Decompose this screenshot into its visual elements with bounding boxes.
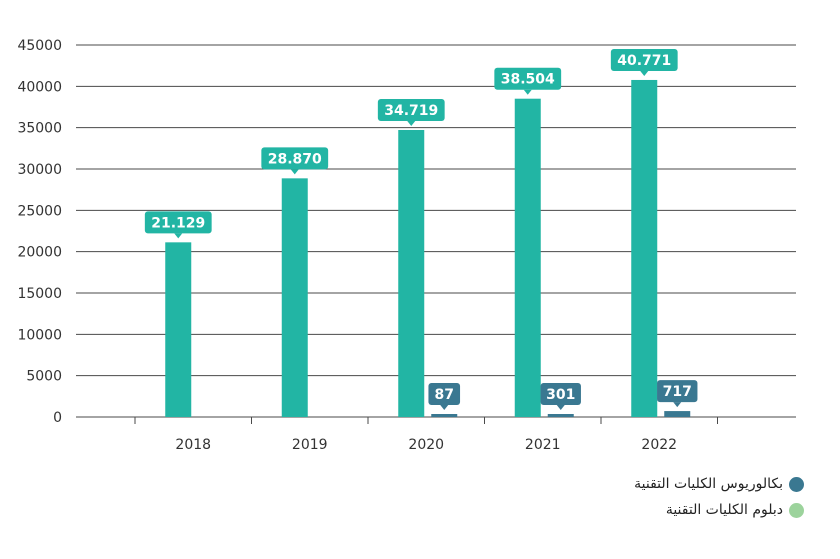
y-tick-label: 20000 [17, 245, 62, 261]
data-label-text: 38.504 [501, 72, 555, 88]
x-tick-label: 2020 [408, 437, 444, 453]
data-labels: 21.129 28.870 34.719 38.504 40.771 87 301 717 [144, 48, 698, 410]
bar [547, 414, 574, 417]
data-label-pointer [673, 402, 682, 408]
data-label-pointer [290, 169, 299, 175]
data-label-pointer [440, 405, 449, 410]
data-label-box [610, 48, 678, 71]
data-label: 40.771 [610, 48, 678, 76]
x-tick-label: 2022 [641, 437, 677, 453]
y-tick-label: 5000 [26, 369, 62, 385]
grid-lines [76, 44, 796, 424]
data-label-text: 717 [663, 384, 692, 400]
data-label-pointer [556, 405, 565, 410]
data-label: 38.504 [494, 67, 562, 95]
bar [514, 98, 541, 418]
data-label-box [494, 67, 562, 90]
data-label-text: 34.719 [384, 103, 438, 119]
data-label-pointer [174, 233, 183, 239]
y-tick-label: 30000 [17, 162, 62, 178]
data-label-text: 301 [546, 387, 575, 403]
bar [281, 178, 308, 417]
data-label-pointer [640, 70, 649, 76]
bar [631, 79, 658, 418]
legend-label-diploma: دبلوم الكليات التقنية [665, 502, 783, 518]
data-label-box [144, 211, 212, 234]
legend-item-diploma: دبلوم الكليات التقنية [666, 502, 804, 518]
y-tick-label: 40000 [17, 79, 62, 95]
x-axis-ticks: 2018 2019 2020 2021 2022 [175, 437, 677, 453]
data-label-pointer [523, 89, 532, 95]
x-tick-label: 2018 [175, 437, 211, 453]
legend-label-bachelor: بكالوريوس الكليات التقنية [634, 476, 783, 492]
data-label: 301 [540, 383, 581, 410]
data-label-box [261, 147, 329, 170]
data-label-box [540, 383, 581, 405]
bar [431, 414, 458, 417]
y-tick-label: 0 [53, 410, 62, 426]
y-axis-ticks: 0 5000 10000 15000 20000 25000 30000 35000 40000… [17, 38, 62, 426]
data-label-pointer [407, 120, 416, 126]
data-label: 28.870 [261, 147, 329, 175]
y-tick-label: 10000 [17, 327, 62, 343]
bars [165, 79, 691, 418]
data-label-box [657, 380, 698, 403]
y-tick-label: 25000 [17, 203, 62, 219]
bar [165, 242, 192, 417]
legend-swatch-diploma [789, 502, 804, 518]
data-label-text: 87 [435, 387, 454, 403]
data-label-box [377, 98, 445, 121]
y-tick-label: 45000 [17, 38, 62, 54]
legend-swatch-bachelor [789, 476, 804, 492]
data-label-text: 21.129 [151, 215, 205, 231]
y-tick-label: 15000 [17, 286, 62, 302]
data-label: 717 [657, 380, 698, 408]
data-label-text: 28.870 [268, 151, 322, 167]
legend-item-bachelor: بكالوريوس الكليات التقنية [634, 476, 804, 492]
bar [398, 129, 425, 417]
data-label-text: 40.771 [617, 53, 671, 69]
data-label-box [428, 383, 461, 405]
bar [664, 411, 691, 417]
data-label: 21.129 [144, 211, 212, 239]
x-tick-label: 2021 [525, 437, 561, 453]
data-label: 87 [428, 383, 461, 410]
x-tick-label: 2019 [292, 437, 328, 453]
y-tick-label: 35000 [17, 121, 62, 137]
data-label: 34.719 [377, 98, 445, 126]
